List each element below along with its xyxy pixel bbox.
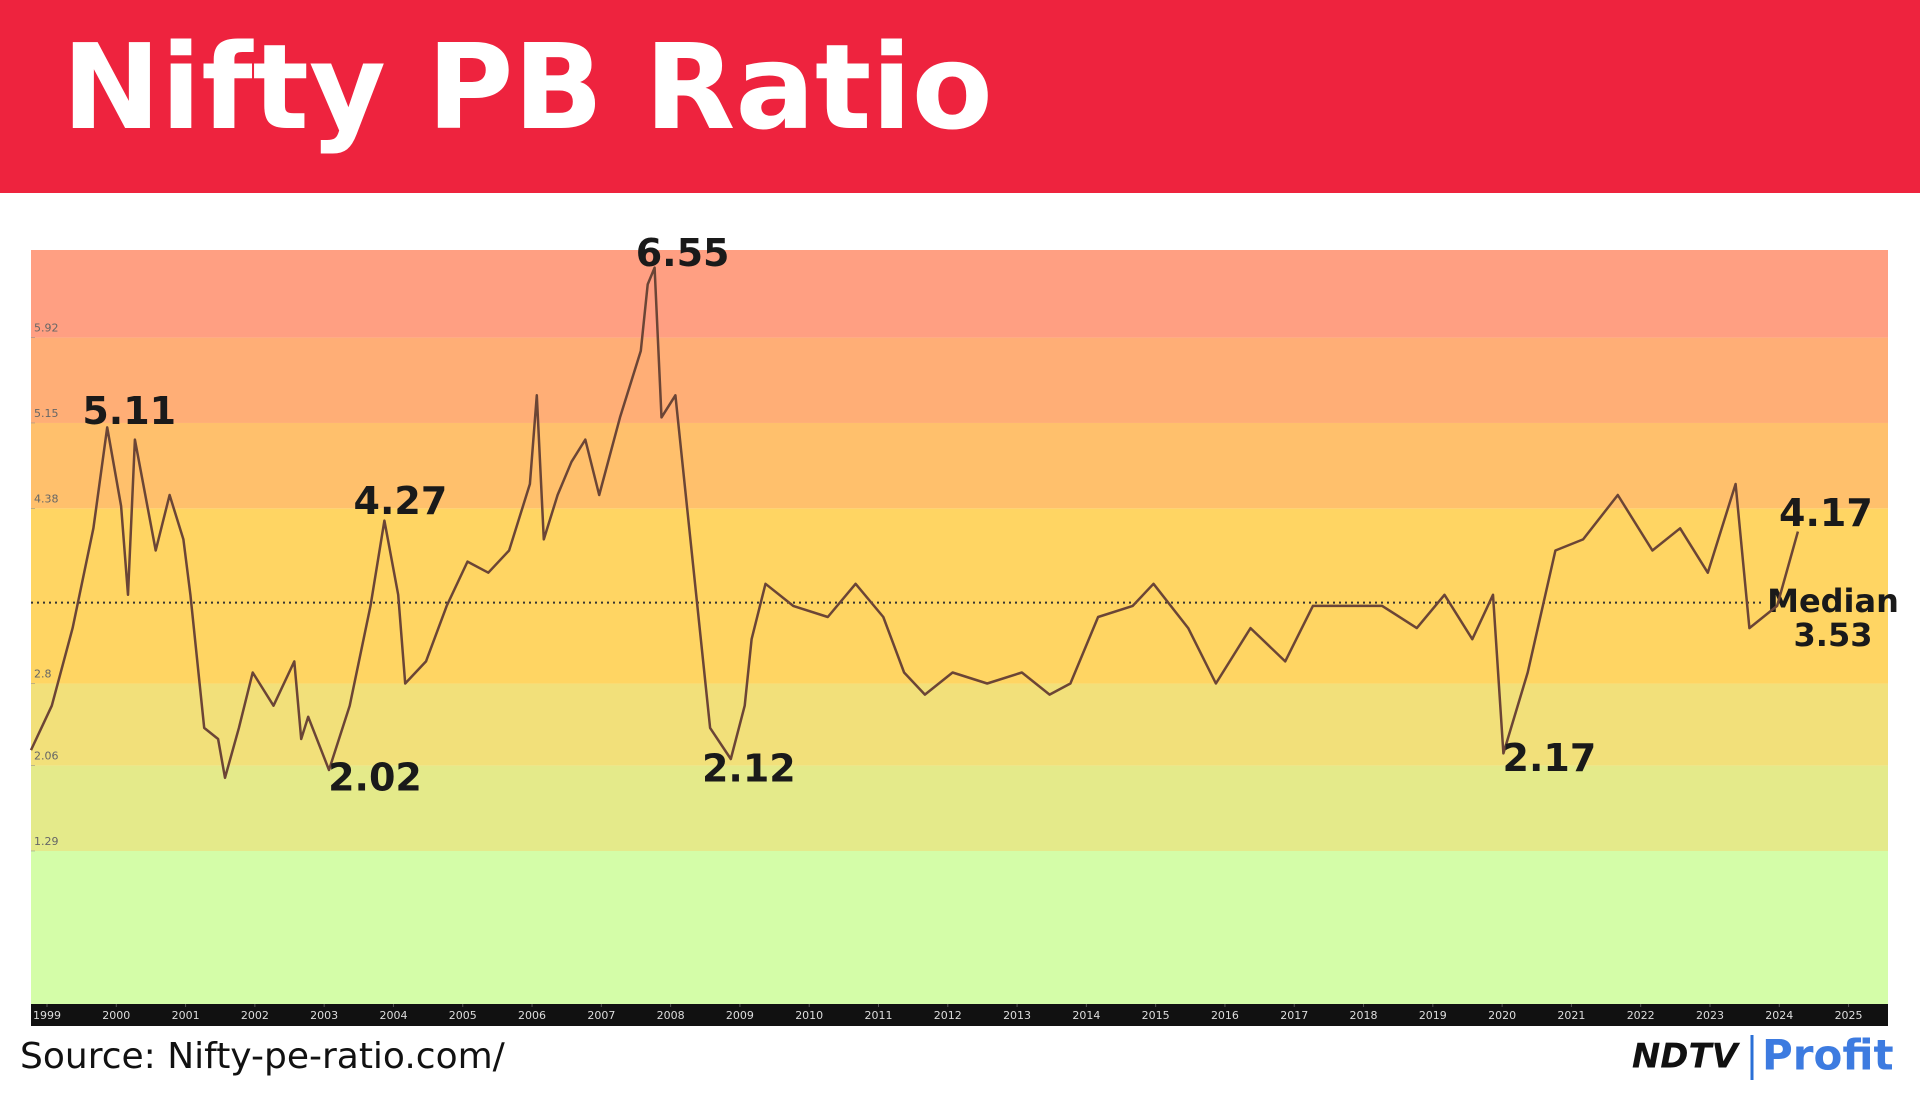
x-tick-label: 1999: [33, 1009, 61, 1022]
band: [31, 250, 1888, 338]
x-tick-label: 2011: [864, 1009, 892, 1022]
band: [31, 508, 1888, 684]
x-tick-label: 2025: [1835, 1009, 1863, 1022]
x-tick-label: 2024: [1765, 1009, 1793, 1022]
band: [31, 422, 1888, 509]
annotation: 2.02: [328, 756, 422, 800]
x-tick-label: 2021: [1557, 1009, 1585, 1022]
x-tick-label: 2015: [1142, 1009, 1170, 1022]
annotation: 2.17: [1503, 736, 1597, 780]
brand: NDTV: [1632, 1037, 1741, 1077]
x-tick-label: 2010: [795, 1009, 823, 1022]
x-tick-label: 2017: [1280, 1009, 1308, 1022]
source: Source: Nifty-pe-ratio.com/: [20, 1036, 506, 1077]
x-tick-label: 2019: [1419, 1009, 1447, 1022]
y-tick-label: 1.29: [34, 835, 59, 848]
x-tick-label: 2009: [726, 1009, 754, 1022]
annotation: 4.17: [1779, 491, 1873, 535]
chart-title: Nifty PB Ratio: [62, 18, 993, 156]
annotation: 2.12: [702, 746, 796, 790]
x-tick-label: 2002: [241, 1009, 269, 1022]
x-tick-label: 2004: [379, 1009, 407, 1022]
band: [31, 683, 1888, 766]
y-tick-label: 2.06: [34, 750, 59, 763]
y-tick-label: 4.38: [34, 492, 59, 505]
x-tick-label: 2000: [102, 1009, 130, 1022]
x-tick-label: 2003: [310, 1009, 338, 1022]
x-tick-label: 2016: [1211, 1009, 1239, 1022]
brand-product: Profit: [1762, 1031, 1894, 1080]
annotation: 6.55: [636, 231, 730, 275]
band: [31, 850, 1888, 1004]
pb-line: [29, 266, 1800, 780]
band: [31, 337, 1888, 423]
median-label: Median: [1767, 582, 1899, 620]
y-tick-label: 5.92: [34, 322, 59, 335]
x-tick-label: 2018: [1350, 1009, 1378, 1022]
x-axis-bar: [31, 1004, 1888, 1026]
title-banner: [0, 0, 1920, 193]
band: [31, 765, 1888, 851]
x-tick-label: 2006: [518, 1009, 546, 1022]
annotation: 4.27: [354, 479, 448, 523]
annotation: 5.11: [82, 389, 176, 433]
x-tick-label: 2023: [1696, 1009, 1724, 1022]
x-tick-label: 2013: [1003, 1009, 1031, 1022]
x-tick-label: 2005: [449, 1009, 477, 1022]
y-tick-label: 2.8: [34, 668, 52, 681]
x-tick-label: 2020: [1488, 1009, 1516, 1022]
x-tick-label: 2007: [587, 1009, 615, 1022]
x-tick-label: 2008: [657, 1009, 685, 1022]
median-value: 3.53: [1794, 616, 1873, 654]
x-tick-label: 2022: [1627, 1009, 1655, 1022]
x-tick-label: 2012: [934, 1009, 962, 1022]
x-tick-label: 2001: [172, 1009, 200, 1022]
y-tick-label: 5.15: [34, 407, 59, 420]
x-tick-label: 2014: [1072, 1009, 1100, 1022]
